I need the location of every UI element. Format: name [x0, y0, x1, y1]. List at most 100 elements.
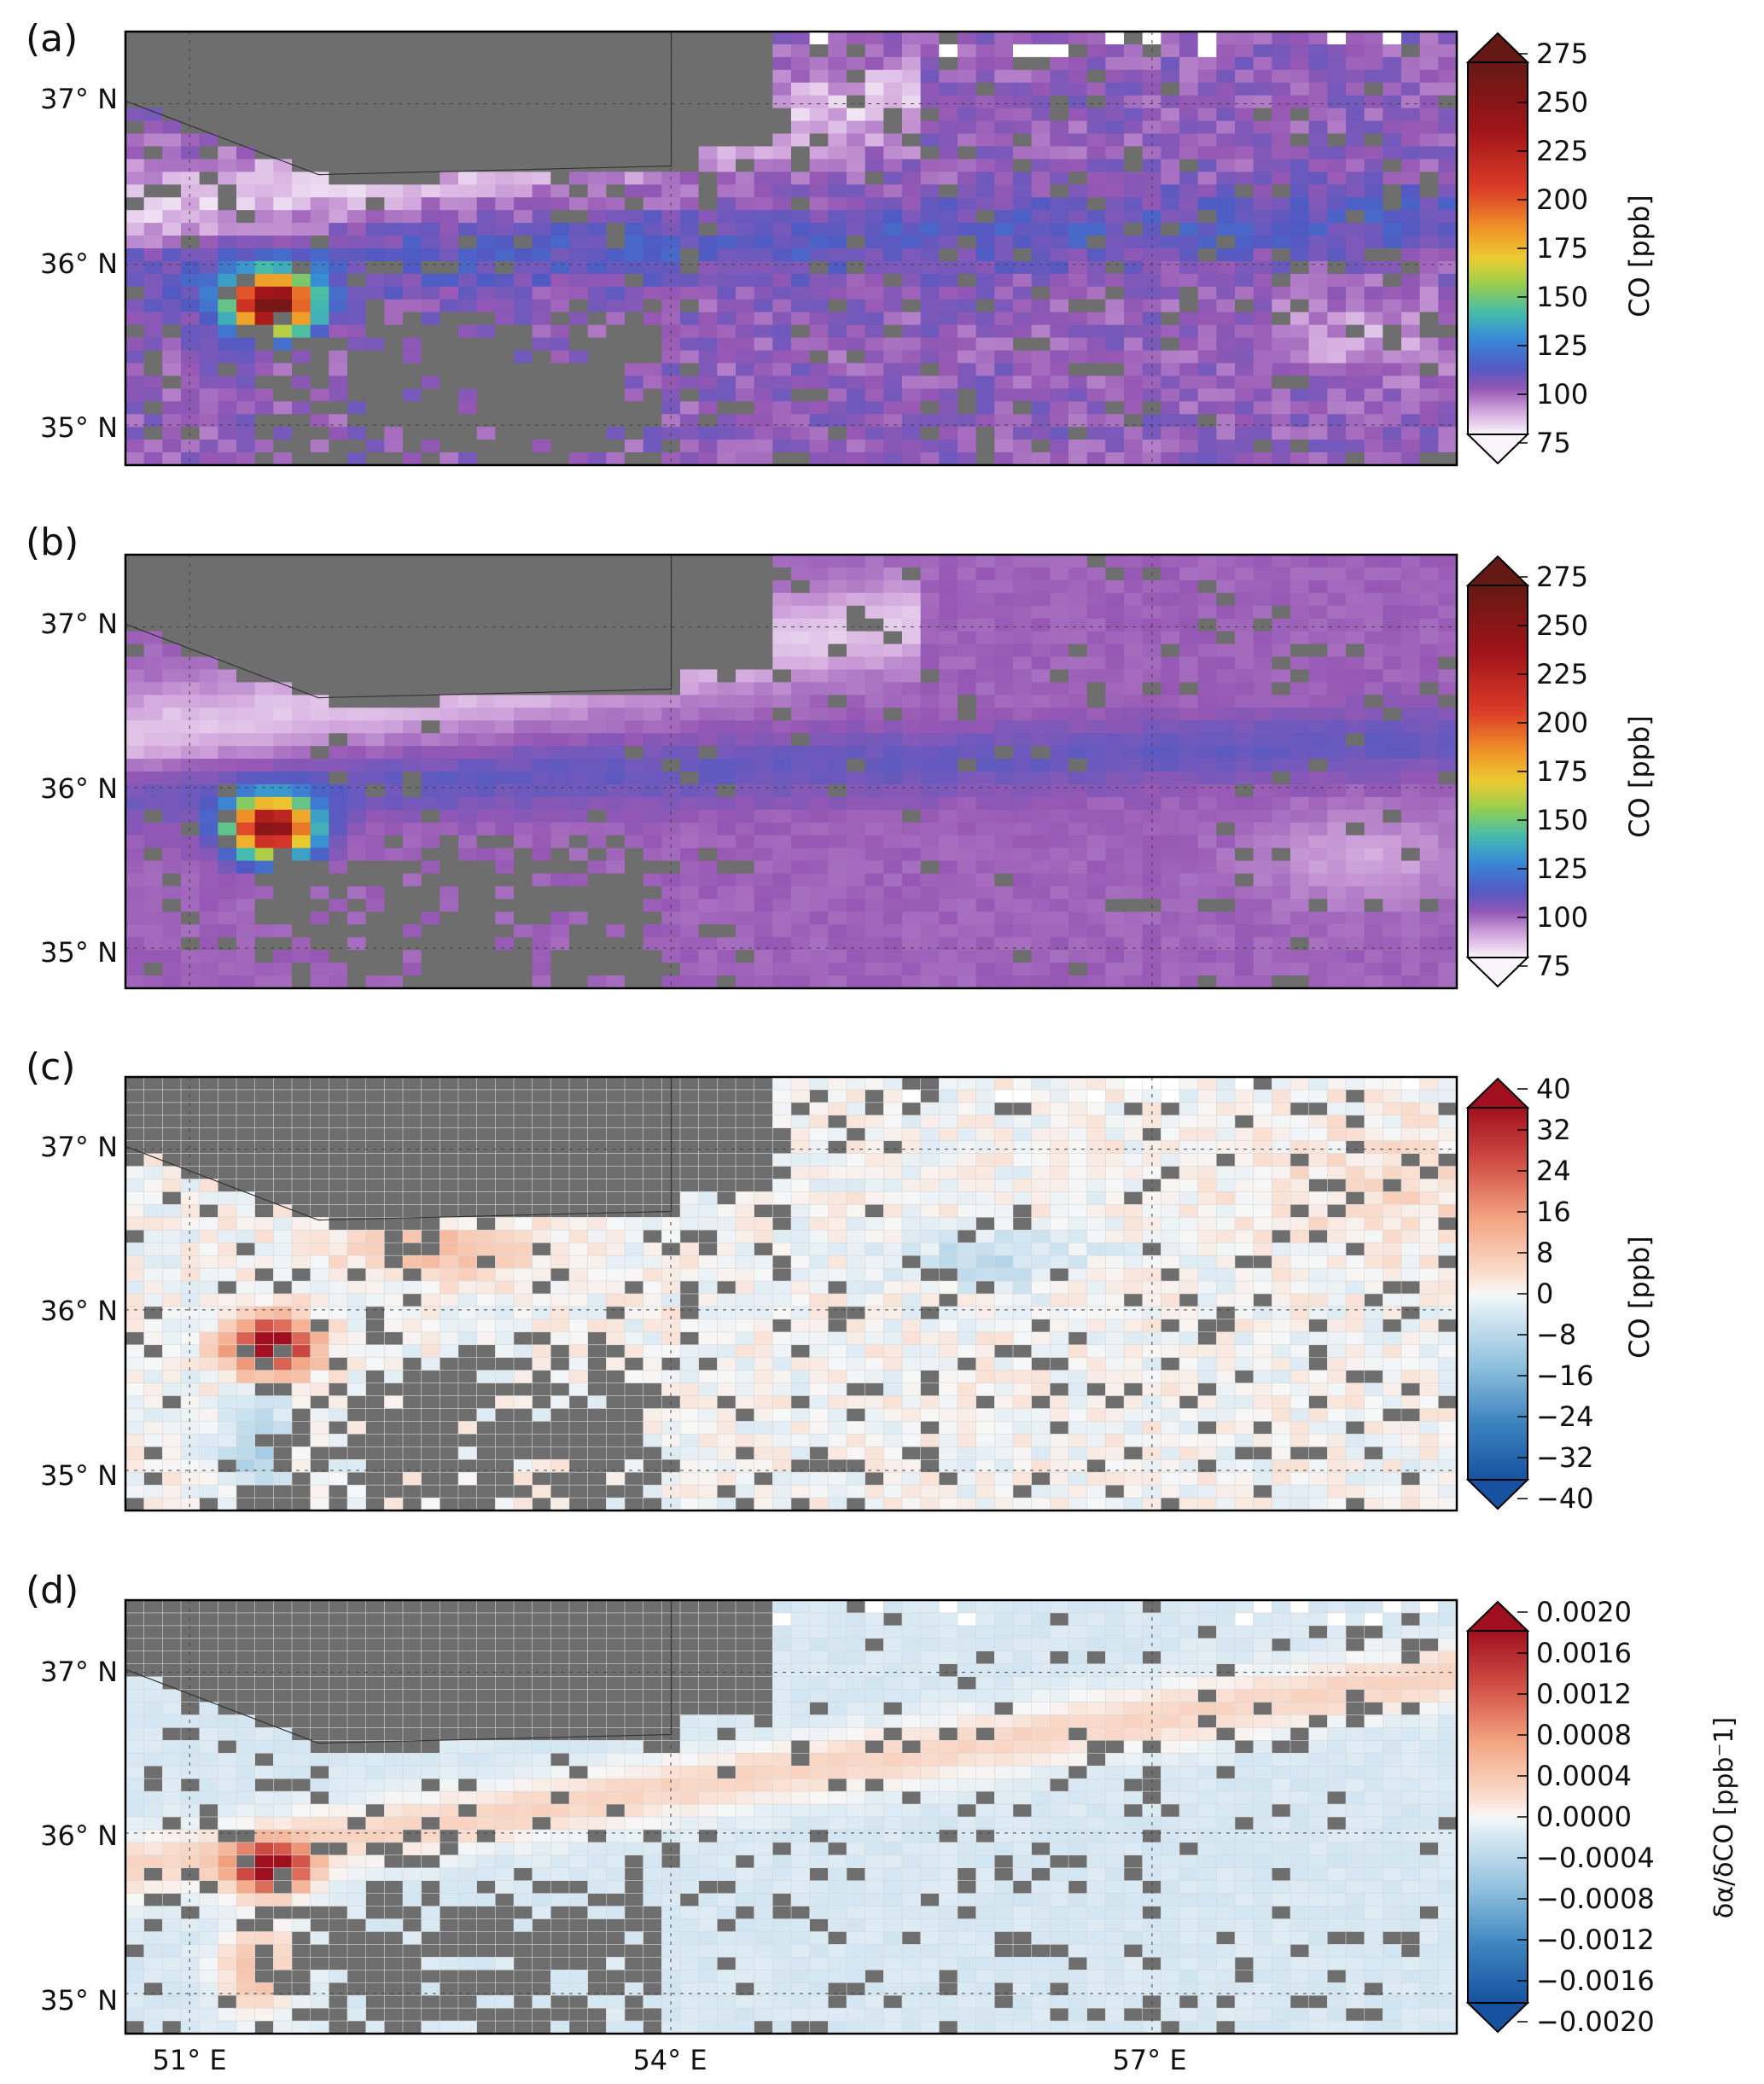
grid-cell [587, 911, 607, 925]
grid-cell [329, 69, 348, 84]
grid-cell [698, 631, 718, 645]
grid-cell [643, 159, 662, 172]
grid-cell [1142, 886, 1161, 900]
grid-cell [717, 847, 736, 862]
grid-cell [975, 695, 995, 708]
grid-cell [1161, 618, 1180, 632]
grid-cell [421, 95, 440, 109]
grid-cell [939, 440, 958, 453]
grid-cell [569, 707, 589, 721]
grid-cell [680, 924, 700, 938]
grid-cell [1272, 771, 1291, 785]
grid-cell [847, 605, 866, 620]
grid-cell [698, 299, 718, 313]
grid-cell [440, 56, 459, 71]
grid-cell [236, 32, 256, 45]
grid-cell [569, 796, 589, 811]
grid-cell [532, 363, 551, 377]
grid-cell [1142, 631, 1161, 645]
grid-cell [847, 120, 866, 135]
grid-cell [125, 236, 145, 249]
grid-cell [347, 197, 367, 211]
grid-cell [458, 631, 478, 645]
country-border [125, 32, 672, 176]
grid-cell [569, 911, 589, 925]
grid-cell [809, 363, 829, 377]
grid-cell [717, 324, 736, 339]
grid-cell [717, 440, 736, 453]
grid-cell [1383, 950, 1402, 963]
grid-cell [1401, 172, 1421, 185]
grid-cell [162, 746, 182, 760]
grid-cell [883, 388, 903, 402]
grid-cell [162, 236, 182, 249]
grid-cell [975, 835, 995, 849]
grid-cell [865, 401, 884, 415]
grid-cell [1105, 44, 1125, 58]
grid-cell [1290, 720, 1310, 734]
grid-cell [476, 159, 496, 172]
grid-cell [1253, 286, 1272, 300]
grid-cell [939, 337, 958, 352]
grid-cell [736, 223, 755, 236]
grid-cell [643, 414, 662, 428]
grid-cell [809, 733, 829, 747]
grid-cell [1050, 592, 1069, 607]
grid-cell [1105, 796, 1125, 811]
grid-cell [1031, 975, 1051, 989]
grid-cell [883, 223, 903, 236]
grid-cell [273, 299, 293, 313]
grid-cell [1050, 911, 1069, 925]
grid-cell [292, 363, 311, 377]
grid-cell [458, 899, 478, 912]
grid-cell [569, 324, 589, 339]
grid-cell [162, 133, 182, 148]
grid-cell [1327, 273, 1347, 288]
grid-cell [587, 746, 607, 760]
grid-cell [1272, 337, 1291, 352]
grid-cell [865, 146, 884, 160]
grid-cell [865, 337, 884, 352]
grid-cell [1216, 924, 1236, 938]
grid-cell [1068, 260, 1088, 275]
grid-cell [1013, 643, 1033, 658]
grid-cell [772, 669, 792, 684]
grid-cell [143, 809, 163, 824]
grid-cell [495, 886, 515, 900]
grid-cell [365, 184, 385, 198]
grid-cell [347, 260, 367, 275]
grid-cell [865, 847, 884, 862]
grid-cell [1031, 822, 1051, 836]
grid-cell [1401, 579, 1421, 594]
grid-cell [865, 567, 884, 581]
grid-cell [883, 847, 903, 862]
grid-cell [1419, 720, 1439, 734]
grid-cell [587, 223, 607, 236]
grid-cell [1272, 427, 1291, 440]
grid-cell [1216, 95, 1236, 109]
grid-cell [1086, 886, 1106, 900]
grid-cell [1216, 120, 1236, 135]
colorbar-tick-label: 175 [1536, 232, 1588, 265]
grid-cell [736, 108, 755, 122]
grid-cell [495, 911, 515, 925]
grid-cell [569, 414, 589, 428]
grid-cell [754, 273, 773, 288]
grid-cell [847, 963, 866, 976]
grid-cell [384, 656, 404, 671]
grid-cell [698, 950, 718, 963]
grid-cell [1308, 388, 1328, 402]
grid-cell [550, 299, 570, 313]
grid-cell [1086, 452, 1106, 466]
grid-cell [606, 860, 626, 875]
grid-cell [1383, 260, 1402, 275]
grid-cell [920, 311, 940, 326]
grid-cell [698, 401, 718, 415]
grid-cell [958, 631, 977, 645]
grid-cell [1031, 656, 1051, 671]
grid-cell [1401, 32, 1421, 45]
grid-cell [292, 223, 311, 236]
grid-cell [939, 363, 958, 377]
grid-cell [1346, 299, 1365, 313]
grid-cell [791, 860, 811, 875]
